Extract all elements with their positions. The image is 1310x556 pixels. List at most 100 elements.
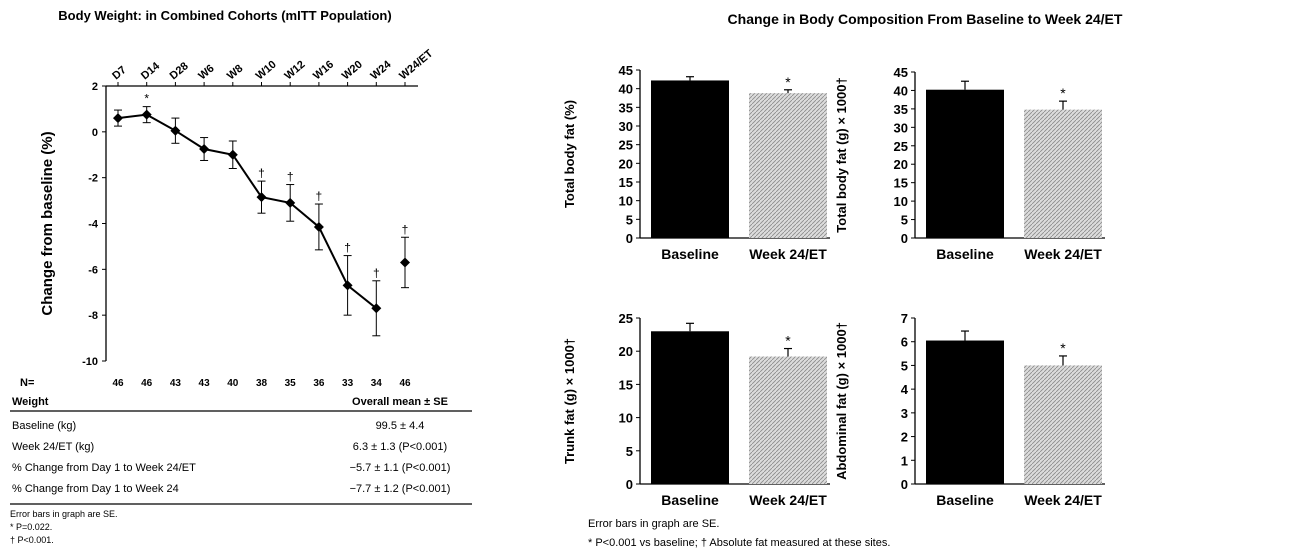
line-chart-point: [285, 197, 296, 208]
bar-chart-y-tick-label: 25: [894, 139, 908, 154]
line-chart-footnote: † P<0.001.: [10, 535, 54, 545]
bar-significance-marker: *: [785, 74, 791, 90]
bar-chart-y-tick-label: 0: [626, 477, 633, 492]
bar-chart-y-tick-label: 1: [901, 453, 908, 468]
line-chart-significance-marker: †: [373, 266, 380, 280]
bar-baseline: [926, 340, 1004, 484]
table-header-weight: Weight: [12, 396, 49, 408]
bar-chart-y-tick-label: 3: [901, 406, 908, 421]
bar-chart-y-tick-label: 5: [901, 213, 908, 228]
bar-chart-y-tick-label: 40: [619, 82, 633, 97]
bar-chart-y-tick-label: 5: [626, 212, 633, 227]
line-chart-n-value: 46: [399, 378, 411, 389]
line-chart-n-value: 33: [342, 378, 354, 389]
line-chart-n-value: 36: [313, 378, 325, 389]
bar-chart-y-tick-label: 15: [619, 175, 633, 190]
line-chart-point: [141, 109, 152, 120]
line-chart-significance-marker: *: [144, 92, 149, 106]
bar-chart-y-tick-label: 10: [619, 411, 633, 426]
bar-baseline: [651, 80, 729, 238]
line-chart-footnote: * P=0.022.: [10, 522, 52, 532]
bar-chart-y-tick-label: 20: [894, 157, 908, 172]
line-chart-significance-marker: †: [344, 241, 351, 255]
bar-significance-marker: *: [785, 333, 791, 349]
bar-chart-y-tick-label: 40: [894, 83, 908, 98]
bar-chart-y-tick-label: 20: [619, 344, 633, 359]
table-row-value: 6.3 ± 1.3 (P<0.001): [353, 441, 447, 453]
table-row-label: % Change from Day 1 to Week 24: [12, 483, 179, 495]
bar-significance-marker: *: [1060, 85, 1066, 101]
line-chart-point: [313, 221, 324, 232]
line-chart-x-tick-label: W24: [369, 58, 395, 82]
bar-chart-y-tick-label: 15: [894, 176, 908, 191]
line-chart-n-value: 35: [285, 378, 297, 389]
line-chart-y-tick-label: -4: [88, 219, 99, 231]
line-chart-x-tick-label: D14: [139, 60, 163, 83]
table-row-value: −7.7 ± 1.2 (P<0.001): [350, 483, 451, 495]
bar-significance-marker: *: [1060, 340, 1066, 356]
line-chart-y-tick-label: -10: [82, 356, 98, 368]
bar-chart-y-axis-label: Abdominal fat (g) × 1000†: [834, 322, 849, 480]
line-chart-x-tick-label: W8: [225, 62, 245, 82]
line-chart-point: [113, 113, 123, 124]
bar-category-label: Baseline: [936, 492, 994, 508]
line-chart-significance-marker: †: [287, 170, 294, 184]
line-chart-y-tick-label: 2: [92, 81, 98, 93]
line-chart-x-tick-label: D28: [168, 60, 191, 82]
line-chart-point: [256, 192, 267, 203]
table-row-label: Week 24/ET (kg): [12, 441, 94, 453]
line-chart-point: [170, 125, 181, 136]
line-chart-y-tick-label: -2: [88, 173, 98, 185]
bar-chart-y-tick-label: 25: [619, 138, 633, 153]
line-chart-point: [371, 303, 382, 314]
line-chart-significance-marker: †: [402, 222, 409, 236]
bar-chart-panel: 0 5 10 15 20 25 30 35 40 45 Total body fat (g) × 1…: [834, 65, 1105, 262]
bar-baseline: [651, 331, 729, 484]
line-chart-n-label: N=: [20, 377, 34, 389]
bar-chart-y-axis-label: Total body fat (g) × 1000†: [834, 77, 849, 232]
bar-week24: [749, 356, 827, 484]
line-chart-n-value: 43: [170, 378, 182, 389]
table-row-value: 99.5 ± 4.4: [376, 420, 425, 432]
bar-chart-y-tick-label: 35: [619, 100, 633, 115]
bar-chart-y-tick-label: 5: [901, 358, 908, 373]
line-chart-y-tick-label: -8: [88, 310, 98, 322]
bar-chart-y-tick-label: 4: [901, 382, 909, 397]
bar-category-label: Baseline: [661, 246, 719, 262]
line-chart-y-axis-label: Change from baseline (%): [39, 131, 56, 315]
bar-chart-panel: 0 5 10 15 20 25 30 35 40 45 Total body fat (%) Base…: [562, 63, 830, 262]
bar-week24: [749, 93, 827, 238]
line-chart-point: [199, 144, 210, 155]
line-chart-n-value: 40: [227, 378, 239, 389]
bar-category-label: Week 24/ET: [1024, 246, 1102, 262]
bar-chart-y-axis-label: Total body fat (%): [562, 100, 577, 208]
right-panel-title: Change in Body Composition From Baseline…: [728, 11, 1123, 27]
right-footnote-1: Error bars in graph are SE.: [588, 518, 719, 530]
bar-chart-y-tick-label: 7: [901, 311, 908, 326]
bar-chart-y-tick-label: 6: [901, 335, 908, 350]
line-chart-x-tick-label: W10: [254, 59, 279, 83]
bar-chart-y-tick-label: 0: [901, 231, 908, 246]
line-chart-significance-marker: †: [316, 189, 323, 203]
line-chart-point: [400, 257, 410, 268]
bar-chart-y-tick-label: 20: [619, 156, 633, 171]
line-chart-footnote: Error bars in graph are SE.: [10, 509, 118, 519]
bar-category-label: Week 24/ET: [749, 492, 827, 508]
bar-chart-y-tick-label: 2: [901, 430, 908, 445]
line-chart-n-value: 38: [256, 378, 268, 389]
table-row-value: −5.7 ± 1.1 (P<0.001): [350, 462, 451, 474]
bar-chart-y-tick-label: 35: [894, 102, 908, 117]
bar-baseline: [926, 89, 1004, 238]
bar-chart-y-tick-label: 0: [626, 231, 633, 246]
line-chart-x-tick-label: W16: [311, 59, 336, 83]
bar-chart-y-tick-label: 15: [619, 377, 633, 392]
right-footnote-2: * P<0.001 vs baseline; † Absolute fat me…: [588, 537, 890, 549]
bar-chart-y-tick-label: 10: [894, 194, 908, 209]
line-chart-x-tick-label: W20: [340, 59, 365, 83]
bar-week24: [1024, 365, 1102, 484]
bar-chart-y-tick-label: 45: [619, 63, 633, 78]
line-chart-x-tick-label: D7: [110, 64, 128, 82]
table-row-label: % Change from Day 1 to Week 24/ET: [12, 462, 196, 474]
